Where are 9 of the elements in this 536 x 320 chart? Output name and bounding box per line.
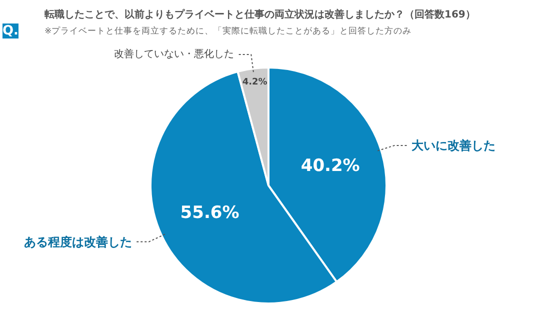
text: Q. (2, 24, 18, 38)
data-label: 55.6% (180, 203, 240, 224)
chart-title: 転職したことで、以前よりもプライベートと仕事の両立状況は改善しましたか？（回答数169） (44, 8, 476, 20)
slice-label: 大いに改善した (411, 138, 496, 152)
data-label: 40.2% (300, 156, 360, 176)
slice-label: ある程度は改善した (24, 234, 132, 249)
slice-label: 改善していない・悪化した (114, 48, 234, 60)
data-label: 4.2% (242, 78, 268, 88)
chart-subtitle: ※プライベートと仕事を両立するために、「実際に転職したことがある」と回答した方のみ (44, 26, 412, 36)
